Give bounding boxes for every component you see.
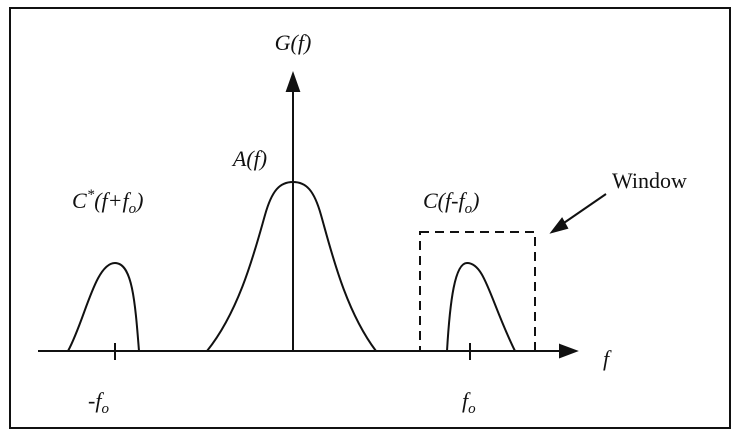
c-shift-label: C(f-fo): [423, 188, 479, 217]
center-lobe: [206, 180, 377, 352]
frame: [9, 7, 731, 429]
g-axis-arrow: [285, 70, 301, 92]
window-label: Window: [612, 168, 687, 193]
f-axis-label: f: [603, 346, 612, 371]
right-lobe: [446, 261, 516, 352]
pos-f0-label: fo: [462, 388, 476, 417]
left-lobe: [67, 261, 140, 352]
window-box: [419, 231, 536, 352]
window-pointer: [557, 193, 607, 228]
window-pointer-head: [549, 217, 569, 234]
c-conj-label: C*(f+fo): [72, 187, 143, 217]
a-label: A(f): [231, 146, 267, 171]
f-axis-arrow: [559, 343, 579, 359]
g-axis-label: G(f): [275, 30, 312, 55]
neg-f0-label: -fo: [88, 388, 109, 417]
